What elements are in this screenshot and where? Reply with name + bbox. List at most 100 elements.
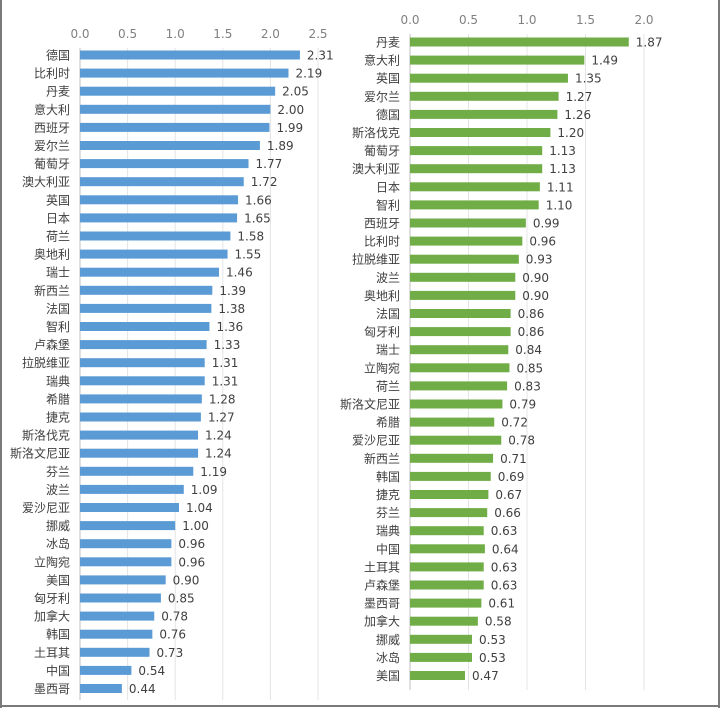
left-bar [80, 195, 239, 205]
left-category-label: 德国 [46, 48, 70, 63]
left-x-tick-label: 1.5 [213, 27, 232, 41]
right-bar [410, 435, 502, 445]
right-category-label: 捷克 [376, 488, 400, 502]
left-value-label: 0.54 [138, 664, 165, 678]
right-value-label: 1.87 [636, 36, 663, 50]
left-bar [80, 412, 201, 422]
right-category-label: 荷兰 [376, 379, 400, 393]
left-category-label: 波兰 [46, 483, 70, 497]
right-value-label: 0.67 [495, 488, 522, 502]
right-bar [410, 91, 559, 101]
left-value-label: 1.04 [186, 501, 213, 515]
right-bar [410, 526, 484, 536]
right-bar [410, 453, 494, 463]
right-bar [410, 236, 523, 246]
right-x-tick-label: 2.0 [634, 13, 653, 27]
right-category-label: 爱尔兰 [364, 89, 400, 104]
right-bar [410, 272, 516, 282]
left-category-label: 日本 [46, 211, 70, 225]
left-category-label: 斯洛文尼亚 [10, 446, 70, 461]
left-category-label: 挪威 [46, 519, 70, 533]
right-category-label: 爱沙尼亚 [352, 434, 400, 448]
right-value-label: 0.63 [491, 560, 518, 574]
right-bar [410, 128, 551, 137]
right-value-label: 0.90 [522, 289, 549, 303]
left-bar [80, 285, 213, 295]
right-bar [410, 164, 543, 174]
right-value-label: 0.86 [518, 325, 545, 339]
right-bar [410, 109, 558, 119]
left-bar [80, 141, 260, 150]
right-category-label: 智利 [376, 197, 400, 212]
right-value-label: 1.11 [547, 180, 574, 194]
left-bar [80, 466, 194, 476]
left-x-tick-label: 0.5 [118, 27, 137, 41]
left-category-label: 爱尔兰 [34, 138, 70, 153]
right-value-label: 1.35 [575, 72, 602, 86]
right-bar [410, 381, 508, 391]
left-bar [80, 684, 122, 693]
left-category-label: 斯洛伐克 [22, 428, 70, 443]
left-category-label: 墨西哥 [34, 682, 70, 696]
left-value-label: 0.44 [129, 682, 156, 696]
right-bar [410, 146, 543, 156]
left-value-label: 1.19 [200, 465, 227, 479]
right-value-label: 0.58 [485, 615, 512, 629]
right-bar [410, 652, 473, 662]
left-bar [80, 593, 161, 603]
right-category-label: 意大利 [364, 53, 400, 68]
left-category-label: 韩国 [46, 627, 70, 642]
right-category-label: 西班牙 [364, 217, 400, 231]
left-category-label: 意大利 [34, 102, 70, 117]
right-value-label: 0.96 [529, 235, 556, 249]
left-x-tick-label: 0.0 [70, 27, 89, 41]
left-bar [80, 213, 238, 223]
right-bar [410, 508, 488, 518]
right-value-label: 1.26 [564, 108, 591, 122]
left-category-label: 拉脱维亚 [22, 355, 70, 370]
right-category-label: 希腊 [376, 415, 400, 430]
right-category-label: 新西兰 [364, 451, 400, 466]
left-bar [80, 430, 199, 440]
right-category-label: 斯洛文尼亚 [340, 397, 400, 412]
right-category-label: 法国 [376, 307, 400, 321]
right-value-label: 0.53 [479, 651, 506, 665]
left-bar [80, 521, 176, 531]
left-bar [80, 267, 219, 277]
left-category-label: 奥地利 [34, 248, 70, 262]
left-category-label: 澳大利亚 [22, 175, 70, 189]
left-value-label: 2.19 [295, 67, 322, 81]
right-value-label: 1.13 [549, 162, 576, 176]
right-bar [410, 471, 491, 481]
left-category-label: 加拿大 [34, 609, 70, 624]
left-bar [80, 50, 300, 60]
right-bar [410, 200, 539, 210]
left-category-label: 荷兰 [46, 230, 70, 244]
right-value-label: 1.10 [546, 198, 573, 212]
left-value-label: 1.33 [214, 338, 241, 352]
right-bar [410, 490, 489, 499]
left-category-label: 丹麦 [46, 85, 70, 99]
left-bar [80, 104, 271, 114]
left-category-label: 西班牙 [34, 121, 70, 135]
left-bar [80, 503, 180, 512]
right-value-label: 0.85 [516, 361, 543, 375]
left-bar [80, 539, 172, 549]
right-value-label: 0.86 [518, 307, 545, 321]
left-category-label: 法国 [46, 302, 70, 316]
right-category-label: 丹麦 [376, 36, 400, 50]
left-bar-chart: 0.0 0.5 1.0 1.5 2.0 2.5 德国 2.31 比利时 2.19 丹麦 2.05 意大利… [10, 27, 334, 700]
right-value-label: 1.20 [557, 126, 584, 140]
left-value-label: 2.05 [282, 85, 309, 99]
left-value-label: 1.27 [208, 411, 235, 425]
left-category-label: 英国 [46, 193, 70, 207]
right-value-label: 0.72 [501, 416, 528, 430]
left-value-label: 1.46 [226, 266, 253, 280]
right-value-label: 0.47 [472, 669, 499, 683]
right-x-tick-label: 0.5 [459, 13, 478, 27]
right-bar [410, 544, 485, 554]
right-value-label: 1.49 [591, 54, 618, 68]
left-category-label: 比利时 [34, 67, 70, 81]
right-category-label: 德国 [376, 107, 400, 122]
